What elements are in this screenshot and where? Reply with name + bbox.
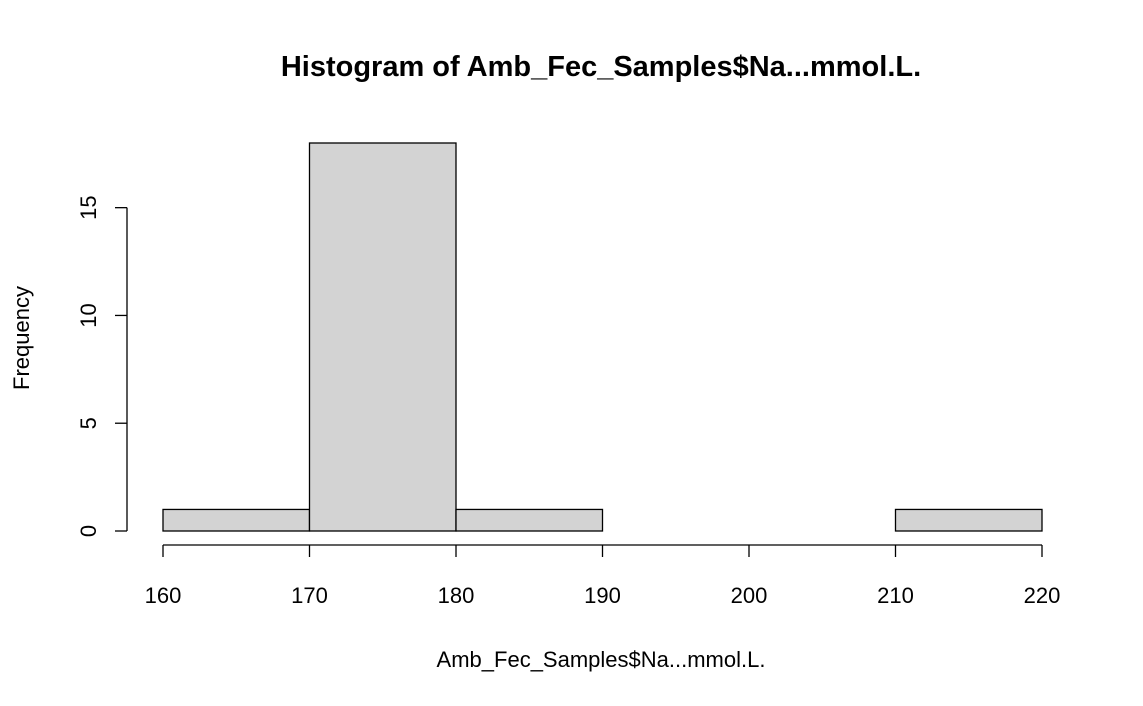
y-tick-label: 10 (76, 303, 101, 327)
x-tick-label: 210 (877, 583, 914, 608)
y-tick-label: 15 (76, 195, 101, 219)
histogram-bar (455, 508, 604, 532)
y-tick-label: 0 (76, 525, 101, 537)
y-tick-label: 5 (76, 417, 101, 429)
x-tick-label: 170 (291, 583, 328, 608)
bars-layer (162, 142, 1043, 532)
x-tick-label: 190 (584, 583, 621, 608)
y-axis: 0 5 10 15 (76, 195, 128, 537)
y-axis-label: Frequency (9, 286, 34, 390)
histogram-bar (894, 508, 1043, 532)
histogram-bar (162, 508, 311, 532)
x-tick-label: 180 (438, 583, 475, 608)
chart-title: Histogram of Amb_Fec_Samples$Na...mmol.L… (281, 51, 921, 83)
x-tick-label: 200 (731, 583, 768, 608)
x-tick-label: 220 (1024, 583, 1061, 608)
x-axis-label: Amb_Fec_Samples$Na...mmol.L. (437, 647, 766, 672)
x-axis: 160 170 180 190 200 210 220 (145, 544, 1061, 608)
x-tick-label: 160 (145, 583, 182, 608)
histogram-bar (308, 142, 457, 532)
